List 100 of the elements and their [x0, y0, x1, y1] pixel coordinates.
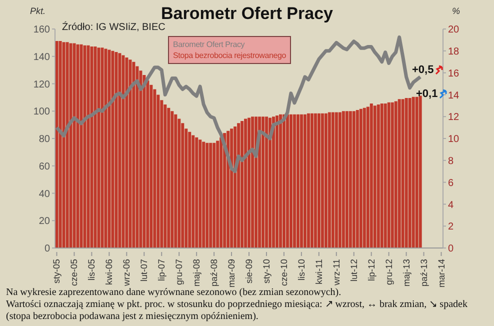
- bar: [345, 111, 348, 248]
- bar: [55, 41, 58, 248]
- x-tick-label: lut-07: [139, 259, 150, 282]
- y-tick-label: 140: [33, 52, 50, 63]
- y2-tick-label: 4: [448, 200, 454, 211]
- bar: [404, 98, 408, 248]
- bar: [380, 103, 384, 248]
- bar: [412, 96, 415, 248]
- bar: [370, 103, 373, 248]
- bar: [401, 99, 404, 248]
- bar: [178, 118, 181, 248]
- x-tick-label: wrz-11: [331, 259, 342, 286]
- x-tick-label: mar-09: [226, 259, 237, 288]
- x-tick-label: sie-09: [244, 259, 254, 284]
- bar: [167, 108, 170, 248]
- bar: [72, 43, 76, 248]
- bar: [66, 42, 69, 248]
- bar: [170, 111, 174, 248]
- bar: [150, 84, 153, 248]
- bar: [408, 98, 412, 248]
- bar: [62, 42, 66, 248]
- x-tick-label: paź-13: [418, 259, 429, 287]
- bar: [394, 101, 398, 248]
- y2-tick-label: 2: [448, 222, 454, 233]
- bar: [282, 114, 286, 248]
- bar: [268, 118, 272, 248]
- text: Barometr Ofert Pracy: [173, 39, 246, 50]
- x-tick-label: sty-10: [261, 259, 272, 284]
- x-tick-label: lis-05: [86, 259, 97, 281]
- bar: [125, 57, 128, 248]
- y-tick-label: 20: [38, 216, 50, 228]
- bar: [206, 142, 209, 248]
- y2-tick-label: 8: [448, 156, 454, 167]
- bar: [94, 46, 97, 248]
- y2-tick-label: 18: [448, 46, 460, 58]
- bar: [334, 112, 338, 248]
- y2-tick-label: 6: [448, 178, 454, 189]
- bar: [317, 113, 320, 248]
- bar: [265, 116, 268, 248]
- y-tick-label: 40: [38, 188, 50, 200]
- bar: [348, 111, 352, 248]
- bar: [359, 108, 362, 248]
- bar: [376, 104, 380, 248]
- x-tick-label: cze-10: [278, 259, 289, 286]
- bar: [320, 113, 324, 248]
- annotation: Źródło: IG WSIiZ, BIEC: [62, 22, 166, 33]
- y-tick-label: 0: [44, 244, 50, 255]
- bar: [122, 55, 125, 248]
- bar: [338, 112, 342, 248]
- bar: [292, 114, 296, 248]
- x-tick-label: wrz-06: [122, 259, 132, 288]
- bar: [212, 142, 216, 248]
- y2-axis-title: %: [452, 6, 460, 16]
- bar: [248, 118, 251, 248]
- x-tick-label: sty-05: [52, 259, 62, 284]
- bar: [198, 140, 202, 248]
- y-tick-label: 60: [38, 161, 50, 172]
- bar: [366, 106, 370, 248]
- y-tick-label: 80: [38, 134, 50, 146]
- bar: [290, 114, 292, 248]
- y-tick-label: 160: [33, 24, 50, 36]
- bar: [384, 103, 387, 248]
- bar: [230, 128, 234, 248]
- x-tick-label: gru-07: [174, 259, 184, 286]
- bar: [114, 52, 118, 248]
- bar: [132, 62, 136, 248]
- bar: [387, 102, 390, 248]
- bar: [83, 45, 86, 248]
- bar: [272, 116, 276, 248]
- bar: [244, 118, 248, 248]
- x-tick-label: paź-08: [209, 259, 220, 287]
- bar: [324, 113, 328, 248]
- bar: [251, 116, 254, 248]
- bar: [100, 48, 104, 248]
- x-tick-label: lut-12: [348, 259, 359, 282]
- x-tick-label: lis-10: [296, 259, 306, 281]
- bar: [118, 53, 122, 248]
- bar: [262, 116, 265, 248]
- bar: [153, 89, 156, 248]
- y-axis-title: Pkt.: [30, 6, 46, 16]
- bar: [209, 142, 212, 248]
- bar: [362, 108, 366, 248]
- bar: [128, 60, 132, 248]
- bar: [296, 114, 300, 248]
- bar: [240, 120, 244, 248]
- text: Wartości oznaczają zmianę w pkt. proc. w stosunku do poprzedniego miesiąca: ↗ wzrost, ↔ brak zmian, ↘ spadek (stopa bezrobocia podawana jest z miesięcznym opóźnieniem).: [6, 299, 468, 323]
- x-tick-label: kwi-06: [104, 259, 114, 286]
- y-tick-label: 120: [33, 79, 50, 90]
- x-tick-label: kwi-11: [314, 259, 324, 284]
- annotation: +0,5: [412, 64, 434, 76]
- bar: [310, 113, 314, 248]
- x-tick-label: lip-12: [366, 259, 376, 282]
- y2-tick-label: 10: [448, 134, 460, 146]
- bar: [202, 142, 206, 248]
- bar: [86, 45, 90, 248]
- y2-tick-label: 0: [448, 244, 454, 255]
- y-tick-label: 100: [33, 106, 50, 118]
- bar: [108, 50, 111, 248]
- bar: [220, 137, 223, 248]
- bar: [303, 114, 306, 248]
